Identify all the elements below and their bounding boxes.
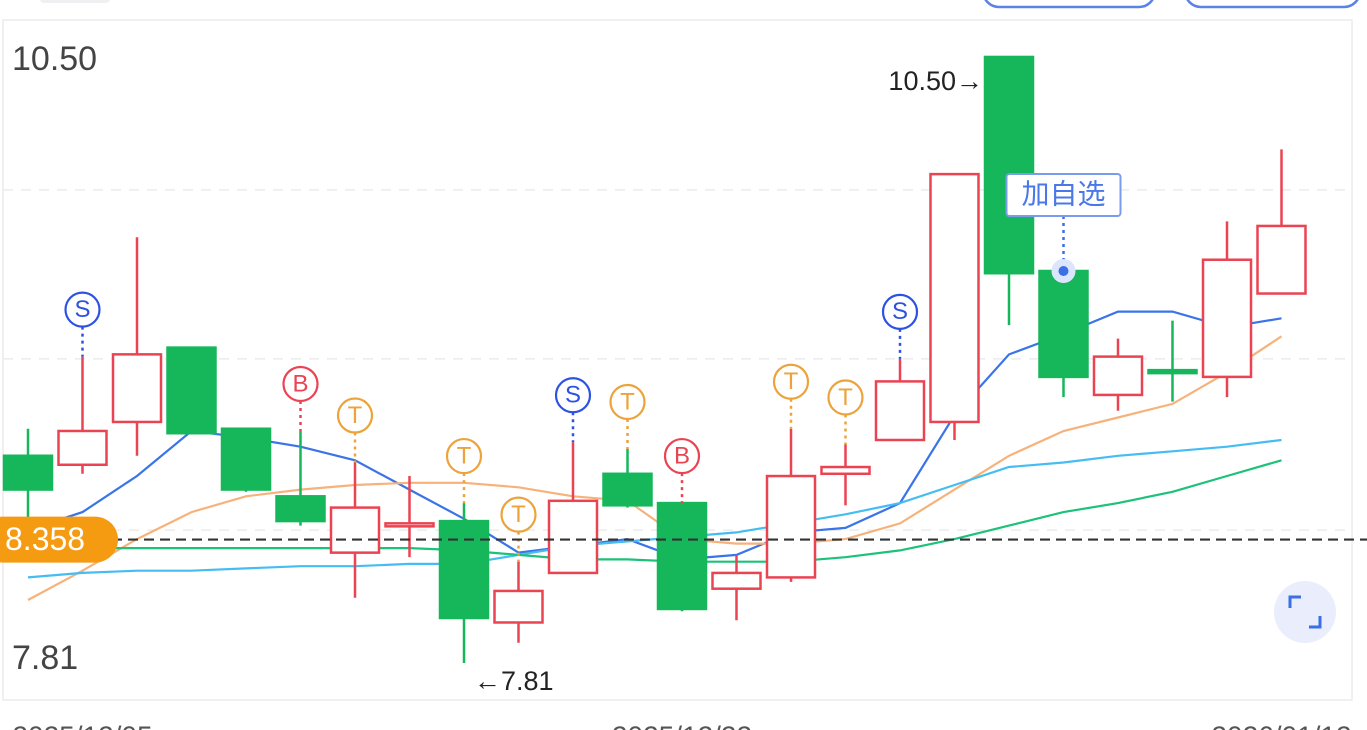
signal-letter: B (292, 370, 308, 397)
signal-badge (609, 383, 646, 421)
low-label: ←7.81 (474, 666, 554, 696)
top-button[interactable] (983, 0, 1155, 9)
signal-badge (554, 377, 592, 414)
plot-frame (2, 19, 1353, 701)
high-label: 10.50→ (888, 66, 983, 96)
watch-dot (1058, 266, 1069, 277)
ma-line (28, 459, 1282, 563)
candle-body (438, 519, 490, 620)
candle-body (983, 55, 1035, 275)
signal-badge (445, 437, 483, 475)
signal-letter: T (620, 388, 635, 415)
signal-letter: S (892, 298, 908, 325)
signal-letter: T (457, 442, 472, 469)
candle-body (384, 522, 435, 528)
signal-letter: T (784, 368, 799, 395)
candle-body (1147, 368, 1198, 375)
candle-body (765, 474, 817, 579)
signal-letter: S (74, 296, 90, 323)
watch-button-label: 加自选 (1021, 178, 1105, 209)
candle-body (111, 353, 163, 424)
top-tab (40, 0, 110, 3)
candle-body (547, 499, 599, 575)
x-tick-label: 2025/12/22 (612, 720, 752, 730)
signal-badge (827, 379, 864, 416)
candle-body (493, 589, 544, 624)
signal-letter: S (565, 382, 581, 409)
watch-button[interactable] (1005, 173, 1122, 218)
top-button[interactable] (1185, 0, 1360, 9)
candle-body (275, 495, 326, 523)
signal-badge (500, 496, 537, 533)
candle-body (1038, 269, 1089, 379)
signal-badge (663, 437, 701, 475)
expand-button[interactable] (1274, 581, 1336, 643)
expand-icon (1288, 595, 1322, 629)
signal-letter: T (348, 402, 363, 429)
candle-body (929, 172, 980, 424)
last-price-tag (0, 516, 118, 563)
signal-letter: B (674, 442, 690, 469)
ma-line (27, 438, 1282, 579)
candle-body (602, 472, 653, 507)
signal-letter: T (511, 501, 526, 528)
signal-badge (282, 365, 319, 403)
candle-body (1092, 355, 1144, 397)
y-tick-label: 10.50 (12, 40, 97, 78)
candle-body (57, 429, 108, 467)
candle-body (2, 454, 54, 491)
candle-body (820, 465, 871, 476)
candle-body (711, 571, 762, 590)
signal-badge (881, 293, 919, 330)
candle-body (166, 346, 217, 435)
candle-body (1201, 258, 1253, 379)
signal-letter: T (838, 384, 853, 411)
y-tick-label: 7.81 (12, 639, 78, 677)
candle-body (329, 506, 381, 554)
candle-body (874, 380, 926, 442)
signal-badge (336, 397, 374, 434)
ma-line (27, 335, 1283, 601)
x-tick-label: 2026/01/12 (1211, 720, 1351, 730)
candle-body (656, 501, 708, 611)
candle-body (1256, 224, 1307, 295)
candle-body (220, 427, 272, 491)
last-price-label: 8.358 (5, 521, 85, 557)
signal-badge (64, 291, 101, 328)
signal-badge (772, 363, 810, 400)
x-tick-label: 2025/12/05 (12, 720, 152, 730)
